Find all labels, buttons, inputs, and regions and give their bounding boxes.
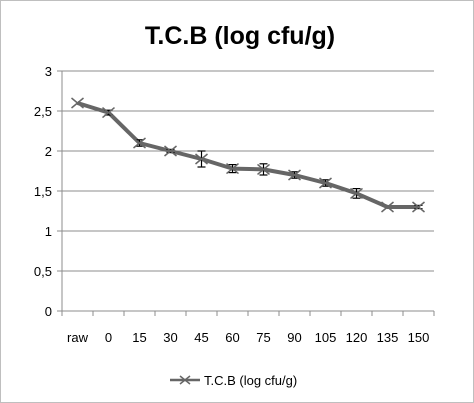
data-point-x-marker — [288, 169, 301, 181]
y-tick-label: 2 — [45, 144, 52, 159]
data-point-x-marker — [164, 145, 177, 157]
x-tick-label: 150 — [408, 330, 430, 345]
x-tick-label: 15 — [132, 330, 146, 345]
x-tick-label: raw — [67, 330, 89, 345]
legend: T.C.B (log cfu/g) — [170, 373, 297, 388]
data-point-x-marker — [133, 137, 146, 149]
y-tick-label: 2,5 — [34, 104, 52, 119]
x-tick-label: 90 — [287, 330, 301, 345]
x-tick-label: 105 — [315, 330, 337, 345]
data-point-x-marker — [102, 107, 115, 119]
y-tick-label: 0 — [45, 304, 52, 319]
y-tick-label: 1,5 — [34, 184, 52, 199]
data-point-x-marker — [350, 187, 363, 199]
data-point-x-marker — [71, 97, 84, 109]
grid-lines — [62, 70, 434, 272]
x-tick-label: 30 — [163, 330, 177, 345]
data-point-x-marker — [195, 153, 208, 165]
axes — [57, 70, 435, 316]
data-point-x-marker — [257, 163, 270, 175]
x-tick-label: 60 — [225, 330, 239, 345]
legend-marker-x-icon — [179, 375, 191, 385]
y-tick-label: 3 — [45, 64, 52, 79]
x-tick-label: 135 — [377, 330, 399, 345]
chart-title: T.C.B (log cfu/g) — [145, 22, 335, 50]
legend-label: T.C.B (log cfu/g) — [204, 373, 297, 388]
data-point-x-marker — [226, 163, 239, 175]
y-tick-label: 1 — [45, 224, 52, 239]
x-tick-labels: raw 0 15 30 45 60 75 90 105 120 135 150 — [67, 330, 429, 345]
y-tick-labels: 0 0,5 1 1,5 2 2,5 3 — [34, 64, 52, 319]
y-tick-label: 0,5 — [34, 264, 52, 279]
x-tick-label: 75 — [256, 330, 270, 345]
x-tick-label: 0 — [105, 330, 112, 345]
data-point-x-marker — [319, 177, 332, 189]
data-point-x-marker — [381, 201, 394, 213]
data-series — [71, 97, 425, 213]
data-point-x-marker — [412, 201, 425, 213]
x-tick-label: 120 — [346, 330, 368, 345]
x-tick-label: 45 — [194, 330, 208, 345]
